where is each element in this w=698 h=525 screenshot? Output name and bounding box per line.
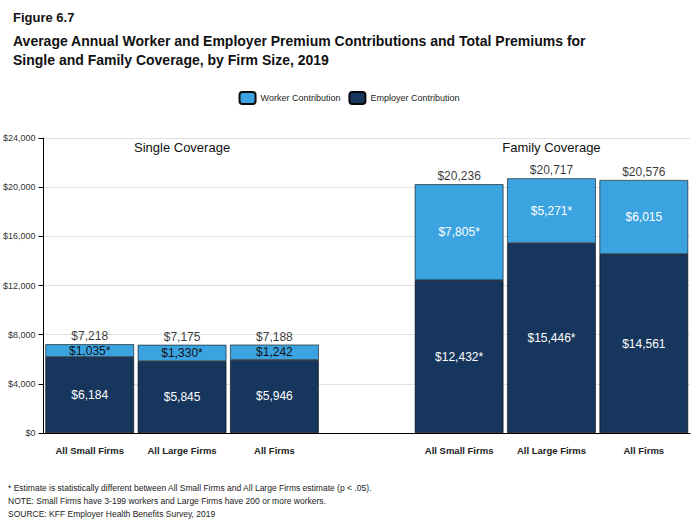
svg-text:Single Coverage: Single Coverage xyxy=(134,140,230,155)
svg-text:$15,446*: $15,446* xyxy=(527,331,575,345)
svg-text:$5,946: $5,946 xyxy=(256,389,293,403)
svg-text:All Large Firms: All Large Firms xyxy=(517,445,586,456)
svg-text:NOTE: Small Firms have 3-199 w: NOTE: Small Firms have 3-199 workers and… xyxy=(8,496,326,506)
svg-text:All Large Firms: All Large Firms xyxy=(147,445,216,456)
svg-text:$20,236: $20,236 xyxy=(437,169,481,183)
svg-text:All Firms: All Firms xyxy=(254,445,295,456)
svg-text:$7,188: $7,188 xyxy=(256,330,293,344)
svg-text:$8,000: $8,000 xyxy=(8,330,36,340)
svg-text:Figure 6.7: Figure 6.7 xyxy=(13,10,74,25)
svg-text:$14,561: $14,561 xyxy=(622,337,666,351)
svg-text:$20,717: $20,717 xyxy=(530,163,574,177)
svg-text:$12,432*: $12,432* xyxy=(435,350,483,364)
svg-text:$20,000: $20,000 xyxy=(3,182,36,192)
svg-text:$5,271*: $5,271* xyxy=(531,204,573,218)
svg-text:$12,000: $12,000 xyxy=(3,281,36,291)
svg-text:$5,845: $5,845 xyxy=(164,390,201,404)
svg-text:All Firms: All Firms xyxy=(623,445,664,456)
svg-text:$7,218: $7,218 xyxy=(71,329,108,343)
svg-text:$4,000: $4,000 xyxy=(8,379,36,389)
svg-text:$1,330*: $1,330* xyxy=(161,346,203,360)
svg-text:Average Annual Worker and Empl: Average Annual Worker and Employer Premi… xyxy=(13,33,589,49)
svg-text:$6,015: $6,015 xyxy=(625,210,662,224)
svg-text:$20,576: $20,576 xyxy=(622,165,666,179)
svg-text:Single and Family Coverage, by: Single and Family Coverage, by Firm Size… xyxy=(13,52,329,68)
svg-text:* Estimate is statistically di: * Estimate is statistically different be… xyxy=(8,483,371,493)
svg-text:All Small Firms: All Small Firms xyxy=(425,445,494,456)
svg-text:$6,184: $6,184 xyxy=(71,388,108,402)
svg-text:$16,000: $16,000 xyxy=(3,231,36,241)
svg-text:$0: $0 xyxy=(26,428,36,438)
svg-text:Family Coverage: Family Coverage xyxy=(502,140,600,155)
svg-text:SOURCE: KFF Employer Health Be: SOURCE: KFF Employer Health Benefits Sur… xyxy=(8,509,216,519)
svg-text:Employer Contribution: Employer Contribution xyxy=(370,93,459,103)
svg-text:$1,242: $1,242 xyxy=(256,345,293,359)
svg-text:Worker Contribution: Worker Contribution xyxy=(261,93,341,103)
svg-text:$7,175: $7,175 xyxy=(164,330,201,344)
svg-text:$24,000: $24,000 xyxy=(3,133,36,143)
svg-text:$7,805*: $7,805* xyxy=(438,225,480,239)
svg-text:All Small Firms: All Small Firms xyxy=(55,445,124,456)
svg-text:$1,035*: $1,035* xyxy=(69,344,111,358)
